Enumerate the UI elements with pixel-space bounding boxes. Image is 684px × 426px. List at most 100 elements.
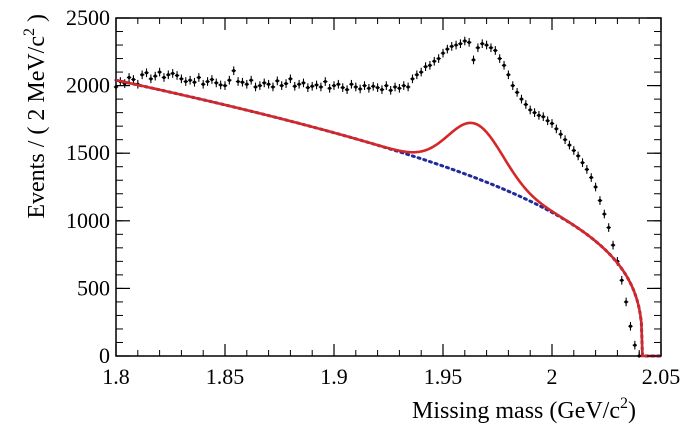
- point-marker: [437, 56, 441, 61]
- data-point: [440, 48, 446, 58]
- data-point: [292, 81, 297, 91]
- point-marker: [162, 75, 166, 80]
- point-marker: [249, 78, 253, 82]
- data-point: [231, 66, 236, 76]
- data-point: [445, 44, 450, 54]
- data-point: [519, 94, 524, 104]
- point-marker: [227, 78, 231, 82]
- point-marker: [441, 51, 445, 55]
- data-point: [201, 79, 206, 89]
- y-axis-title-main: Events / ( 2 MeV/c: [24, 36, 50, 219]
- data-point: [375, 83, 380, 92]
- point-marker: [471, 58, 476, 62]
- point-marker: [258, 84, 262, 88]
- point-marker: [602, 212, 606, 216]
- point-marker: [358, 87, 362, 91]
- point-marker: [480, 42, 484, 46]
- data-points: [113, 36, 642, 358]
- data-point: [619, 275, 624, 285]
- point-marker: [280, 84, 284, 88]
- data-point: [453, 40, 459, 50]
- point-marker: [450, 44, 454, 48]
- data-point: [248, 75, 254, 85]
- data-point: [166, 70, 171, 80]
- data-point: [528, 105, 533, 115]
- data-point: [227, 75, 232, 85]
- point-marker: [197, 75, 201, 80]
- point-marker: [467, 40, 471, 44]
- y-tick-label: 0: [99, 343, 110, 368]
- data-point: [523, 100, 529, 109]
- background-curve-line: [114, 78, 663, 358]
- data-point: [545, 116, 550, 126]
- data-point: [244, 79, 249, 89]
- point-marker: [219, 83, 223, 87]
- data-point: [501, 60, 507, 70]
- point-marker: [293, 84, 297, 88]
- x-tick-label: 2: [547, 364, 558, 389]
- data-point: [353, 82, 358, 92]
- data-point: [554, 124, 559, 134]
- data-point: [327, 83, 332, 93]
- point-marker: [314, 83, 319, 87]
- point-marker: [140, 73, 144, 77]
- data-point: [549, 119, 555, 128]
- data-point: [536, 111, 542, 120]
- y-tick-label: 1000: [66, 208, 110, 233]
- point-marker: [423, 65, 428, 69]
- point-marker: [214, 81, 218, 85]
- data-point: [567, 140, 572, 150]
- data-point: [349, 79, 354, 89]
- point-marker: [428, 63, 432, 67]
- point-marker: [546, 119, 550, 123]
- data-point: [432, 56, 437, 66]
- point-marker: [402, 84, 406, 88]
- point-marker: [131, 77, 136, 82]
- data-point: [174, 71, 180, 80]
- data-point: [632, 340, 638, 350]
- point-marker: [476, 46, 480, 50]
- data-point: [214, 78, 219, 88]
- point-marker: [585, 167, 589, 172]
- point-marker: [367, 86, 371, 90]
- point-marker: [567, 143, 572, 147]
- data-point: [593, 182, 598, 192]
- point-marker: [158, 70, 162, 74]
- data-point: [497, 54, 502, 63]
- x-tick-label: 2.05: [642, 364, 681, 389]
- point-marker: [620, 278, 624, 282]
- point-marker: [188, 78, 192, 82]
- point-marker: [184, 79, 188, 84]
- data-point: [310, 81, 315, 91]
- point-marker: [297, 82, 301, 86]
- point-marker: [493, 48, 497, 53]
- point-marker: [236, 79, 240, 84]
- data-point: [571, 146, 576, 155]
- point-marker: [306, 86, 310, 90]
- point-marker: [284, 81, 288, 86]
- data-point: [113, 82, 119, 92]
- point-marker: [127, 75, 131, 80]
- plot-frame: [115, 17, 662, 357]
- point-marker: [607, 225, 611, 230]
- point-marker: [376, 86, 380, 90]
- point-marker: [559, 132, 563, 136]
- point-marker: [171, 71, 175, 76]
- x-tick-label: 1.8: [102, 364, 130, 389]
- point-marker: [271, 85, 275, 89]
- data-point: [506, 70, 511, 80]
- point-marker: [572, 148, 576, 153]
- y-tick-label: 2500: [66, 5, 110, 30]
- data-point: [410, 74, 415, 84]
- point-marker: [354, 85, 358, 89]
- x-axis-title-main: Missing mass (GeV/c: [412, 398, 620, 424]
- data-point: [314, 80, 319, 90]
- point-marker: [319, 85, 323, 89]
- total-curve-line: [115, 78, 661, 358]
- point-marker: [223, 84, 227, 88]
- point-marker: [406, 85, 410, 89]
- point-marker: [245, 82, 249, 86]
- point-marker: [323, 79, 327, 84]
- data-point: [340, 83, 345, 92]
- data-point: [153, 71, 158, 81]
